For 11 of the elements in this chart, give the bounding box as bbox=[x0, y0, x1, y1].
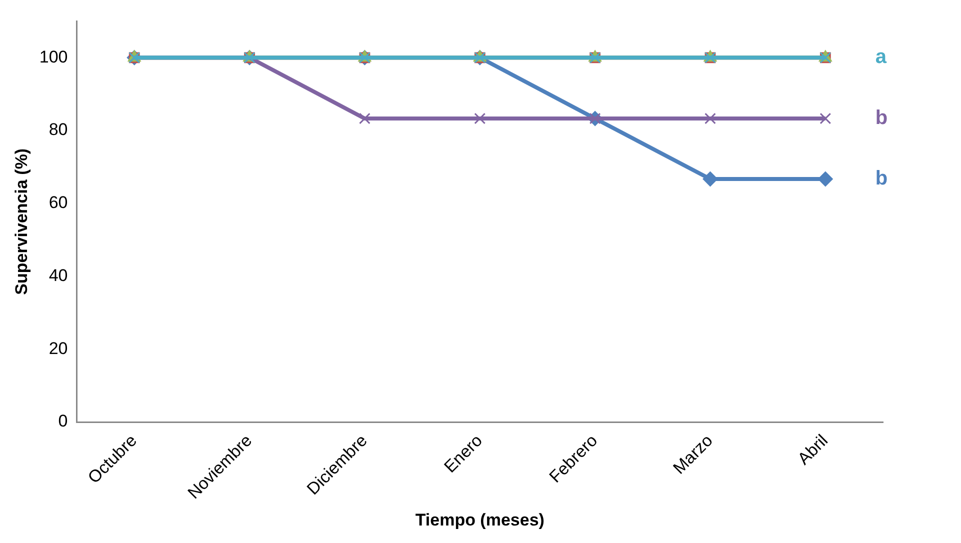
y-tick-label: 80 bbox=[48, 120, 68, 140]
y-tick-label: 100 bbox=[39, 47, 68, 66]
y-axis-title: Supervivencia (%) bbox=[12, 148, 31, 295]
y-tick-label: 20 bbox=[48, 338, 68, 358]
x-axis-title: Tiempo (meses) bbox=[415, 510, 544, 530]
y-tick-label: 40 bbox=[48, 266, 68, 285]
text: b bbox=[875, 168, 888, 190]
y-tick-label: 0 bbox=[58, 412, 68, 431]
text: a bbox=[875, 46, 888, 68]
text: b bbox=[875, 107, 888, 130]
y-tick-label: 60 bbox=[48, 193, 68, 212]
